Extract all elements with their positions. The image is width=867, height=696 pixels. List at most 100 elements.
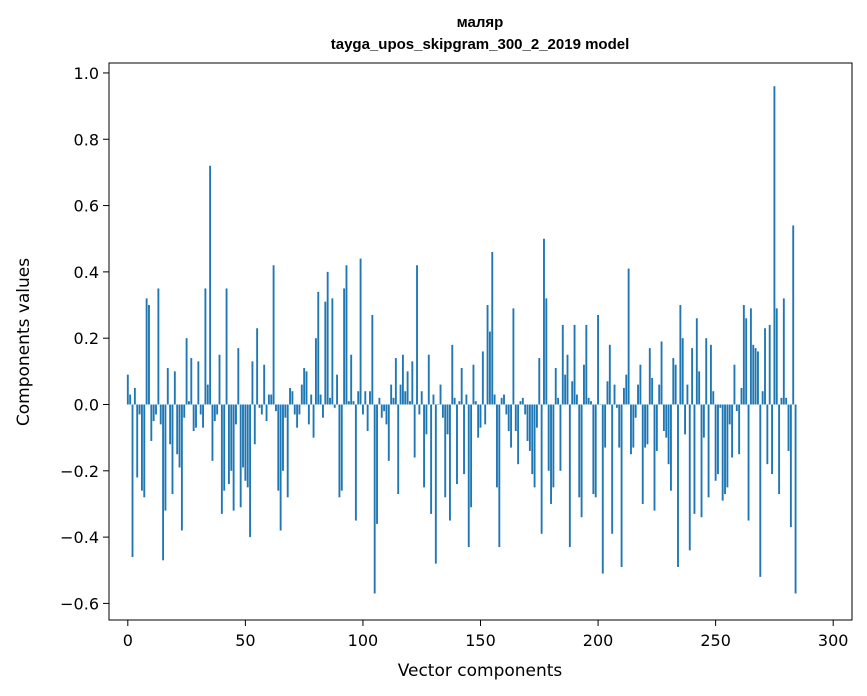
bar-123 [416, 265, 418, 405]
bar-36 [211, 404, 214, 461]
bar-14 [159, 404, 162, 425]
bar-240 [691, 348, 694, 405]
bar-188 [568, 404, 571, 548]
bar-47 [237, 348, 240, 405]
bar-154 [488, 331, 491, 405]
bar-110 [385, 404, 388, 425]
bar-35 [209, 165, 212, 405]
bar-272 [766, 404, 769, 465]
bar-277 [778, 404, 781, 495]
bar-225 [655, 404, 658, 451]
bar-153 [486, 305, 489, 405]
bar-4 [136, 404, 139, 478]
bar-250 [714, 404, 717, 481]
y-tick-label: 0.4 [74, 263, 99, 282]
bar-216 [634, 404, 637, 418]
bar-278 [780, 397, 783, 405]
bar-33 [204, 288, 207, 405]
bar-53 [251, 361, 254, 405]
bar-145 [467, 404, 470, 548]
bar-267 [754, 348, 757, 405]
bar-243 [698, 371, 701, 405]
bar-65 [279, 404, 282, 531]
bar-203 [604, 404, 607, 448]
bar-108 [380, 404, 383, 418]
bar-220 [644, 404, 647, 448]
bar-192 [578, 404, 581, 498]
bar-32 [202, 404, 204, 428]
bar-173 [533, 404, 536, 488]
bar-119 [406, 371, 409, 405]
bar-127 [425, 404, 428, 435]
plot-frame [108, 62, 853, 621]
bar-150 [479, 404, 482, 428]
chart-title: маляр [457, 14, 504, 31]
bar-229 [665, 404, 668, 438]
bar-41 [223, 404, 226, 491]
bar-85 [326, 271, 329, 405]
bar-51 [246, 404, 249, 488]
bar-112 [390, 384, 393, 405]
bar-73 [298, 404, 301, 415]
bar-246 [705, 338, 708, 405]
bar-131 [434, 404, 437, 564]
bar-64 [277, 404, 280, 491]
x-tick-label: 200 [583, 631, 614, 650]
bar-276 [775, 308, 778, 405]
bar-184 [559, 404, 562, 471]
bar-97 [354, 404, 357, 521]
bar-21 [176, 404, 179, 455]
bar-169 [524, 404, 527, 415]
y-tick-label: 0.8 [74, 130, 99, 149]
bar-88 [333, 404, 336, 408]
bar-166 [517, 404, 520, 465]
bar-30 [197, 361, 200, 405]
bar-194 [583, 364, 585, 405]
bar-222 [648, 348, 651, 405]
bar-86 [329, 397, 331, 405]
y-tick-label: −0.2 [60, 462, 99, 481]
bar-215 [632, 404, 635, 448]
bar-206 [611, 404, 614, 534]
bar-226 [658, 384, 661, 405]
bar-59 [265, 404, 268, 422]
bar-18 [169, 404, 172, 445]
bar-146 [470, 404, 473, 508]
x-tick-label: 0 [123, 631, 133, 650]
bar-207 [613, 384, 616, 405]
bar-117 [401, 354, 404, 405]
bar-27 [190, 358, 193, 405]
bar-236 [681, 338, 684, 405]
bar-17 [166, 368, 169, 405]
y-tick-label: 0.2 [74, 329, 99, 348]
bar-265 [749, 308, 752, 405]
bar-89 [336, 374, 339, 405]
bar-251 [717, 404, 719, 475]
bar-224 [653, 404, 656, 511]
bar-100 [362, 404, 364, 415]
bar-80 [314, 338, 317, 405]
bar-83 [322, 404, 324, 418]
bar-105 [373, 404, 376, 594]
bar-111 [387, 404, 390, 461]
bar-139 [453, 397, 456, 405]
bar-121 [411, 361, 414, 405]
bar-245 [702, 404, 705, 438]
y-tick-label: 0.0 [74, 395, 99, 414]
bar-211 [622, 387, 625, 405]
bar-156 [493, 394, 496, 405]
bar-180 [550, 404, 552, 504]
bar-262 [742, 305, 745, 405]
bar-138 [451, 344, 454, 405]
bar-187 [566, 354, 569, 405]
bar-114 [394, 358, 397, 405]
bar-144 [465, 394, 468, 405]
bar-70 [291, 391, 294, 405]
bar-231 [670, 404, 672, 491]
bar-82 [319, 394, 322, 405]
bar-134 [441, 404, 444, 418]
bar-42 [225, 288, 228, 405]
bar-158 [498, 404, 501, 548]
bar-91 [340, 404, 343, 491]
bar-200 [597, 314, 599, 405]
